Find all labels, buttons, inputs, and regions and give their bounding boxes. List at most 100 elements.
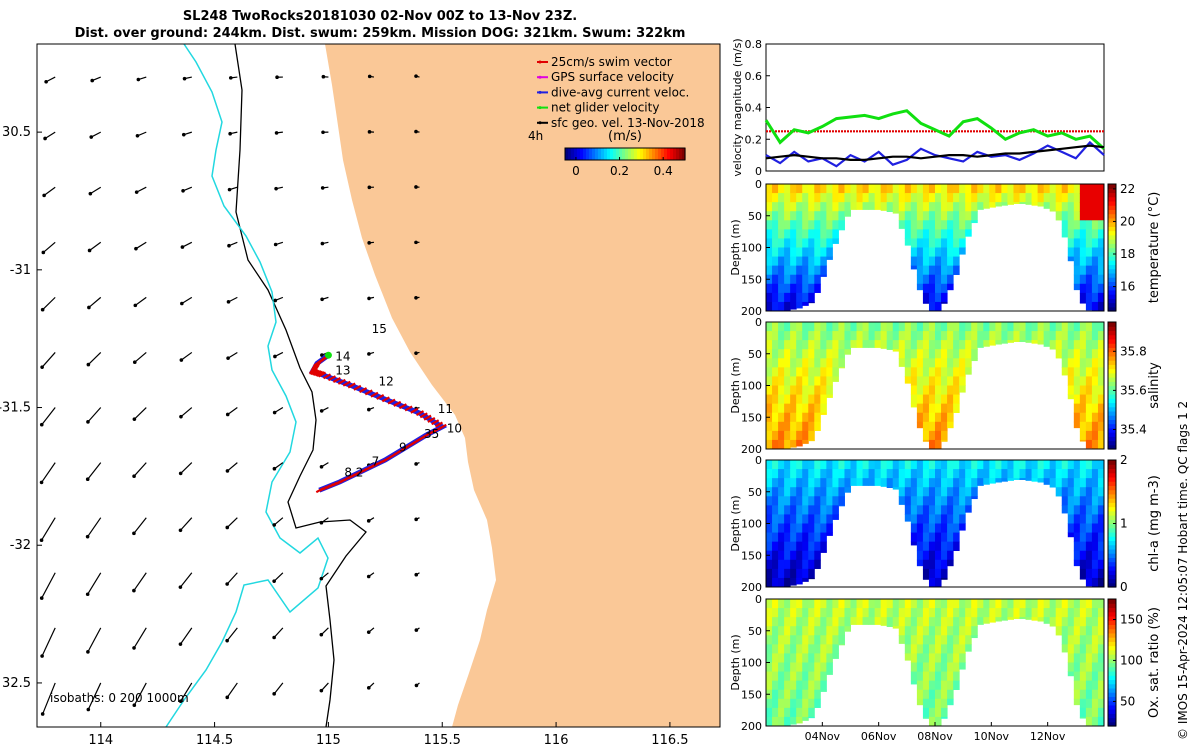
chla-cell [971, 496, 978, 500]
oxygen-cell [941, 680, 948, 691]
oxygen-cell [886, 608, 894, 618]
salinity-cell [826, 385, 833, 396]
temperature-cell [784, 301, 791, 311]
oxygen-cell [1073, 626, 1081, 636]
temperature-colorbar-cell [1108, 192, 1116, 198]
chla-cell [874, 478, 882, 486]
chla-cell [784, 577, 791, 587]
salinity-cell [778, 430, 785, 441]
oxygen-cell [916, 626, 924, 636]
temperature-cell [916, 265, 924, 276]
temperature-cell [1097, 247, 1105, 258]
current-vector [367, 130, 374, 134]
salinity-cell [802, 367, 809, 377]
temperature-cell [820, 238, 827, 248]
current-vector [227, 241, 238, 248]
oxygen-cell [796, 653, 803, 663]
oxygen-cell [959, 662, 966, 670]
current-vector [274, 186, 284, 191]
chla-cell [790, 532, 797, 543]
chla-cell [995, 469, 1002, 479]
salinity-cell [1079, 412, 1087, 423]
temperature-cell [778, 238, 785, 248]
current-vector [178, 627, 193, 646]
temperature-cell [796, 301, 803, 309]
oxygen-cell [778, 716, 785, 727]
salinity-cell [1097, 430, 1105, 441]
oxygen-cell [856, 608, 864, 618]
current-vector [319, 572, 329, 581]
temperature-cell [935, 274, 942, 285]
oxygen-cell [1061, 608, 1069, 618]
temperature-cell [959, 238, 966, 248]
chla-colorbar-cell [1108, 523, 1116, 529]
oxygen-cell [1049, 608, 1057, 618]
oxygen-y-tick-label: 150 [741, 688, 762, 701]
chla-cell [953, 505, 960, 515]
salinity-cell [916, 340, 924, 350]
salinity-colorbar-frame [1107, 321, 1117, 450]
temperature-cell [778, 184, 785, 194]
chla-cell [838, 460, 845, 470]
salinity-cell [1061, 349, 1069, 359]
salinity-cell [832, 367, 839, 377]
salinity-cell [790, 439, 797, 448]
oxygen-cell [1085, 671, 1093, 682]
temperature-cell [1073, 220, 1081, 230]
oxygen-y-tick-label: 0 [755, 593, 762, 606]
salinity-cell [820, 340, 827, 350]
oxygen-cell [772, 635, 779, 645]
salinity-cell [965, 322, 972, 332]
oxygen-cell [959, 626, 966, 636]
salinity-cell [1001, 340, 1008, 344]
oxygen-cell [965, 617, 972, 627]
salinity-cell [808, 322, 815, 332]
oxygen-cell [826, 671, 833, 675]
chla-colorbar-cell [1108, 561, 1116, 567]
temperature-colorbar-cell [1108, 243, 1116, 249]
temperature-colorbar-cell [1108, 289, 1116, 295]
oxygen-cell [1091, 599, 1099, 609]
chla-cell [820, 496, 827, 506]
colorbar-cell [607, 148, 611, 160]
temperature-cell [935, 202, 942, 212]
oxygen-cell [1055, 626, 1063, 636]
temperature-colorbar-cell [1108, 188, 1116, 194]
temperature-cell [1043, 193, 1051, 203]
chla-cell [808, 532, 815, 543]
oxygen-cell [850, 599, 858, 609]
temperature-cell [947, 256, 954, 267]
oxygen-colorbar-label: Ox. sat. ratio (%) [1147, 607, 1162, 718]
swim-vector [370, 391, 379, 398]
salinity-cell [1085, 421, 1093, 432]
salinity-cell [941, 412, 948, 423]
oxygen-cell [808, 644, 815, 654]
oxygen-cell [790, 644, 797, 654]
salinity-cell [953, 367, 960, 377]
oxygen-cell [916, 644, 924, 654]
chla-cell [814, 487, 821, 497]
oxygen-cell [1091, 662, 1099, 673]
oxygen-cell [790, 617, 797, 627]
salinity-cell [814, 367, 821, 377]
temperature-cell [826, 211, 833, 221]
temperature-cell [826, 184, 833, 194]
temperature-cell [904, 184, 912, 194]
oxygen-cell [959, 653, 966, 663]
salinity-cell [1007, 340, 1014, 343]
colorbar-cell [577, 148, 581, 160]
temperature-cell [928, 193, 936, 203]
current-vector [44, 76, 56, 84]
salinity-cell [814, 376, 821, 386]
chla-cell [802, 559, 809, 570]
salinity-cell [766, 430, 773, 441]
oxygen-cell [941, 644, 948, 654]
current-vector [367, 74, 375, 79]
oxygen-cell [820, 680, 827, 691]
current-vector [225, 517, 238, 530]
temperature-cell [922, 220, 930, 230]
oxygen-cell [874, 617, 882, 625]
salinity-cell [1067, 331, 1075, 341]
temperature-cell [886, 193, 894, 203]
